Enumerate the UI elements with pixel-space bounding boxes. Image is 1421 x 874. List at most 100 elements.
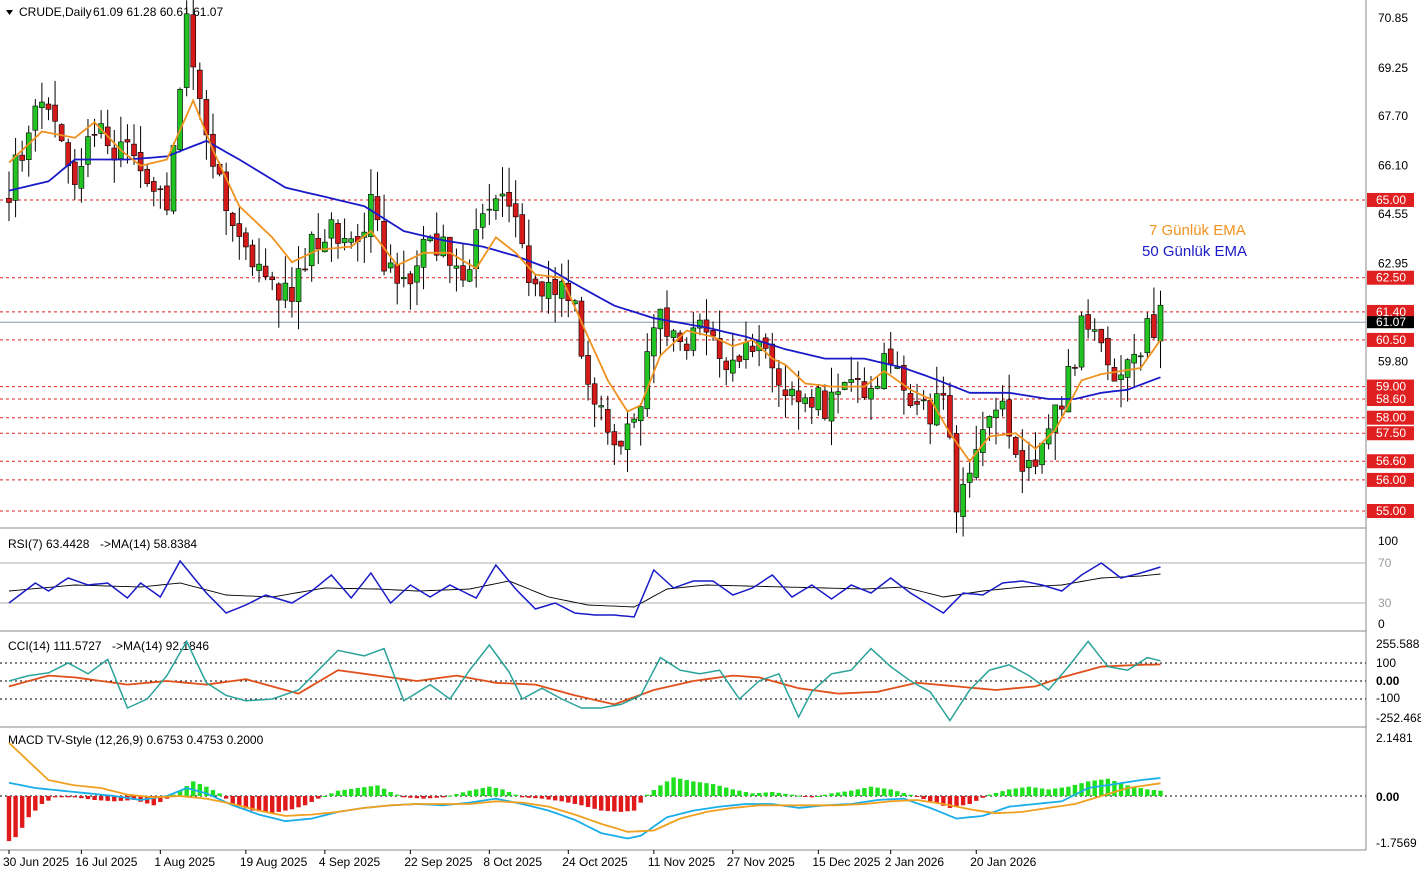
time-tick-label: 11 Nov 2025 xyxy=(648,855,715,869)
bullish-candle xyxy=(598,405,605,408)
macd-positive-bar xyxy=(677,778,683,796)
time-tick-label: 8 Oct 2025 xyxy=(483,855,542,869)
level-tag xyxy=(1367,504,1414,518)
macd-negative-bar xyxy=(316,796,321,799)
macd-negative-bar xyxy=(809,796,814,798)
macd-negative-bar xyxy=(105,796,110,801)
macd-positive-bar xyxy=(1033,787,1038,796)
macd-positive-bar xyxy=(191,781,196,796)
macd-positive-bar xyxy=(664,781,670,796)
macd-negative-bar xyxy=(552,796,558,801)
bullish-candle xyxy=(729,359,736,374)
macd-positive-bar xyxy=(355,788,360,796)
macd-negative-bar xyxy=(612,796,617,812)
macd-positive-bar xyxy=(737,790,742,796)
bullish-candle xyxy=(545,282,552,299)
macd-positive-bar xyxy=(1158,790,1163,796)
ema50-legend: 50 Günlük EMA xyxy=(1142,243,1247,260)
bullish-candle xyxy=(348,238,354,243)
bullish-candle xyxy=(400,277,407,280)
macd-pane: MACD TV-Style (12,26,9) 0.6753 0.4753 0.… xyxy=(0,731,1417,850)
bullish-candle xyxy=(1039,442,1045,466)
macd-negative-bar xyxy=(276,796,281,812)
bullish-candle xyxy=(920,399,927,402)
bearish-candle xyxy=(124,139,131,143)
dropdown-triangle-icon[interactable] xyxy=(6,10,13,15)
level-label: 61.40 xyxy=(1376,305,1406,319)
current-price-label: 61.07 xyxy=(1376,315,1406,329)
bearish-candle xyxy=(243,232,249,248)
time-tick-label: 4 Sep 2025 xyxy=(319,855,381,869)
bearish-candle xyxy=(335,223,341,244)
macd-negative-bar xyxy=(66,796,71,798)
macd-positive-bar xyxy=(1125,785,1130,796)
macd-positive-bar xyxy=(862,788,867,796)
bearish-candle xyxy=(460,265,466,281)
macd-positive-bar xyxy=(1026,786,1032,796)
macd-negative-bar xyxy=(283,796,288,811)
macd-negative-bar xyxy=(559,796,564,802)
bearish-candle xyxy=(947,395,953,438)
bearish-candle xyxy=(315,237,322,250)
macd-positive-bar xyxy=(362,787,367,796)
bearish-candle xyxy=(1111,367,1118,382)
bullish-candle xyxy=(1052,404,1059,433)
bullish-candle xyxy=(1124,359,1131,378)
macd-positive-bar xyxy=(177,790,183,796)
macd-positive-bar xyxy=(480,788,485,796)
macd-negative-bar xyxy=(566,796,571,803)
cci-ma-line xyxy=(8,663,1161,706)
bullish-candle xyxy=(453,265,460,269)
macd-positive-bar xyxy=(888,789,893,796)
macd-positive-bar xyxy=(375,785,380,796)
macd-negative-bar xyxy=(243,796,249,809)
ema50-line xyxy=(8,139,1161,400)
bullish-candle xyxy=(387,262,394,269)
macd-positive-bar xyxy=(348,788,354,796)
bearish-candle xyxy=(703,319,710,333)
macd-positive-bar xyxy=(1072,784,1078,796)
bullish-candle xyxy=(743,342,749,361)
bullish-candle xyxy=(256,263,262,271)
bearish-candle xyxy=(927,400,934,425)
macd-negative-bar xyxy=(39,796,45,804)
bearish-candle xyxy=(578,300,585,357)
macd-positive-bar xyxy=(710,784,716,796)
rsi-title: RSI(7) 63.4428 xyxy=(8,537,90,551)
macd-positive-bar xyxy=(329,793,334,796)
macd-positive-bar xyxy=(1105,778,1111,796)
macd-positive-bar xyxy=(342,789,347,796)
bearish-candle xyxy=(65,142,72,166)
bearish-candle xyxy=(91,134,98,136)
bullish-candle xyxy=(440,236,447,257)
cci-line xyxy=(8,639,1161,722)
macd-positive-bar xyxy=(171,794,176,796)
macd-positive-bar xyxy=(993,792,999,796)
bearish-candle xyxy=(749,345,756,352)
macd-positive-bar xyxy=(645,794,650,796)
macd-negative-bar xyxy=(408,796,413,798)
bullish-candle xyxy=(1157,304,1164,342)
macd-positive-bar xyxy=(875,787,880,796)
level-label: 65.00 xyxy=(1376,193,1406,207)
current-price-tag xyxy=(1367,316,1414,329)
bullish-candle xyxy=(493,198,499,211)
ohlc-values: 61.09 61.28 60.61 61.07 xyxy=(93,5,223,19)
macd-positive-bar xyxy=(868,786,874,796)
macd-negative-bar xyxy=(112,796,117,802)
bullish-candle xyxy=(308,233,315,267)
bearish-candle xyxy=(157,188,164,191)
macd-positive-bar xyxy=(1046,789,1051,796)
rsi-subtitle: ->MA(14) 58.8384 xyxy=(100,537,197,551)
bearish-candle xyxy=(585,355,591,385)
macd-signal-line xyxy=(8,742,1161,833)
macd-positive-bar xyxy=(460,792,466,796)
bullish-candle xyxy=(1131,353,1137,364)
macd-positive-bar xyxy=(730,789,735,796)
rsi-tick-label: 0 xyxy=(1378,617,1385,631)
bullish-candle xyxy=(835,391,841,395)
macd-positive-bar xyxy=(684,780,689,796)
macd-positive-bar xyxy=(901,792,907,796)
level-label: 56.00 xyxy=(1376,473,1406,487)
